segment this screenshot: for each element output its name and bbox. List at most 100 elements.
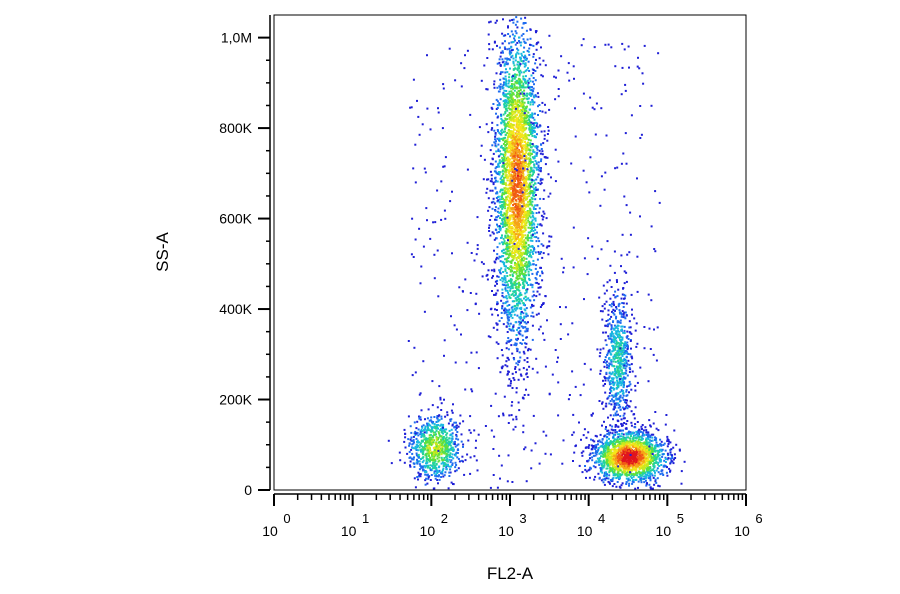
event-dot — [435, 447, 438, 450]
event-dot — [432, 451, 435, 454]
event-dot — [421, 439, 424, 442]
event-dot — [449, 447, 452, 450]
event-dot — [612, 400, 615, 403]
event-dot — [520, 114, 523, 117]
event-dot — [499, 55, 502, 58]
event-dot — [519, 373, 522, 376]
event-dot — [532, 72, 535, 75]
event-dot — [519, 179, 522, 182]
event-dot — [425, 477, 428, 480]
event-dot — [507, 310, 509, 313]
event-dot — [523, 230, 526, 233]
event-dot — [499, 146, 502, 149]
event-dot — [510, 83, 513, 85]
event-dot — [438, 445, 440, 448]
event-dot — [496, 86, 499, 89]
event-dot — [506, 138, 509, 141]
event-dot — [496, 289, 499, 292]
event-dot — [457, 448, 459, 451]
event-dot — [531, 204, 534, 207]
event-dot — [534, 217, 537, 220]
event-dot — [511, 251, 514, 254]
event-dot — [527, 250, 530, 253]
event-dot — [463, 473, 466, 476]
event-dot — [514, 59, 517, 62]
event-dot — [437, 447, 440, 450]
event-dot — [506, 253, 509, 256]
event-dot — [445, 446, 448, 449]
event-dot — [519, 110, 521, 113]
event-dot — [613, 387, 616, 390]
event-dot — [517, 172, 519, 175]
event-dot — [606, 441, 609, 444]
event-dot — [607, 313, 610, 316]
event-dot — [505, 162, 508, 165]
event-dot — [535, 212, 538, 214]
event-dot — [623, 362, 626, 365]
event-dot — [528, 365, 531, 368]
event-dot — [501, 158, 504, 161]
event-dot — [608, 474, 611, 477]
event-dot — [506, 207, 509, 210]
event-dot — [503, 395, 506, 398]
event-dot — [508, 144, 510, 147]
event-dot — [417, 471, 420, 474]
event-dot — [504, 225, 507, 228]
event-dot — [534, 79, 537, 82]
event-dot — [503, 222, 506, 225]
event-dot — [509, 145, 512, 148]
event-dot — [502, 91, 505, 94]
event-dot — [521, 266, 524, 269]
event-dot — [529, 173, 532, 176]
event-dot — [522, 198, 524, 201]
event-dot — [504, 287, 507, 290]
event-dot — [533, 248, 536, 251]
event-dot — [516, 263, 519, 266]
event-dot — [511, 167, 514, 170]
event-dot — [428, 451, 431, 454]
event-dot — [432, 463, 435, 466]
event-dot — [519, 239, 522, 242]
event-dot — [531, 89, 534, 92]
event-dot — [408, 456, 411, 459]
event-dot — [506, 315, 509, 318]
event-dot — [524, 123, 527, 126]
event-dot — [532, 87, 535, 90]
event-dot — [504, 200, 507, 202]
event-dot — [513, 77, 516, 80]
event-dot — [507, 291, 509, 294]
event-dot — [419, 442, 422, 445]
event-dot — [537, 95, 540, 98]
event-dot — [498, 231, 500, 233]
event-dot — [513, 177, 516, 180]
event-dot — [422, 453, 424, 456]
event-dot — [640, 436, 643, 439]
event-dot — [526, 237, 529, 240]
event-dot — [496, 62, 499, 65]
event-dot — [515, 102, 518, 105]
event-dot — [420, 450, 422, 453]
event-dot — [517, 401, 520, 404]
event-dot — [505, 93, 508, 96]
event-dot — [609, 380, 612, 382]
event-dot — [508, 183, 511, 186]
event-dot — [496, 100, 499, 103]
event-dot — [440, 438, 443, 441]
event-dot — [453, 421, 456, 424]
event-dot — [512, 180, 515, 182]
event-dot — [512, 101, 515, 104]
event-dot — [515, 391, 518, 394]
event-dot — [409, 464, 411, 467]
event-dot — [515, 153, 518, 156]
event-dot — [522, 278, 525, 281]
event-dot — [527, 284, 530, 286]
event-dot — [523, 257, 526, 260]
event-dot — [525, 203, 528, 206]
event-dot — [615, 352, 618, 355]
event-dot — [438, 414, 441, 417]
event-dot — [514, 111, 517, 114]
event-dot — [502, 243, 504, 246]
event-dot — [508, 173, 511, 176]
event-dot — [450, 448, 453, 451]
event-dot — [513, 106, 516, 108]
